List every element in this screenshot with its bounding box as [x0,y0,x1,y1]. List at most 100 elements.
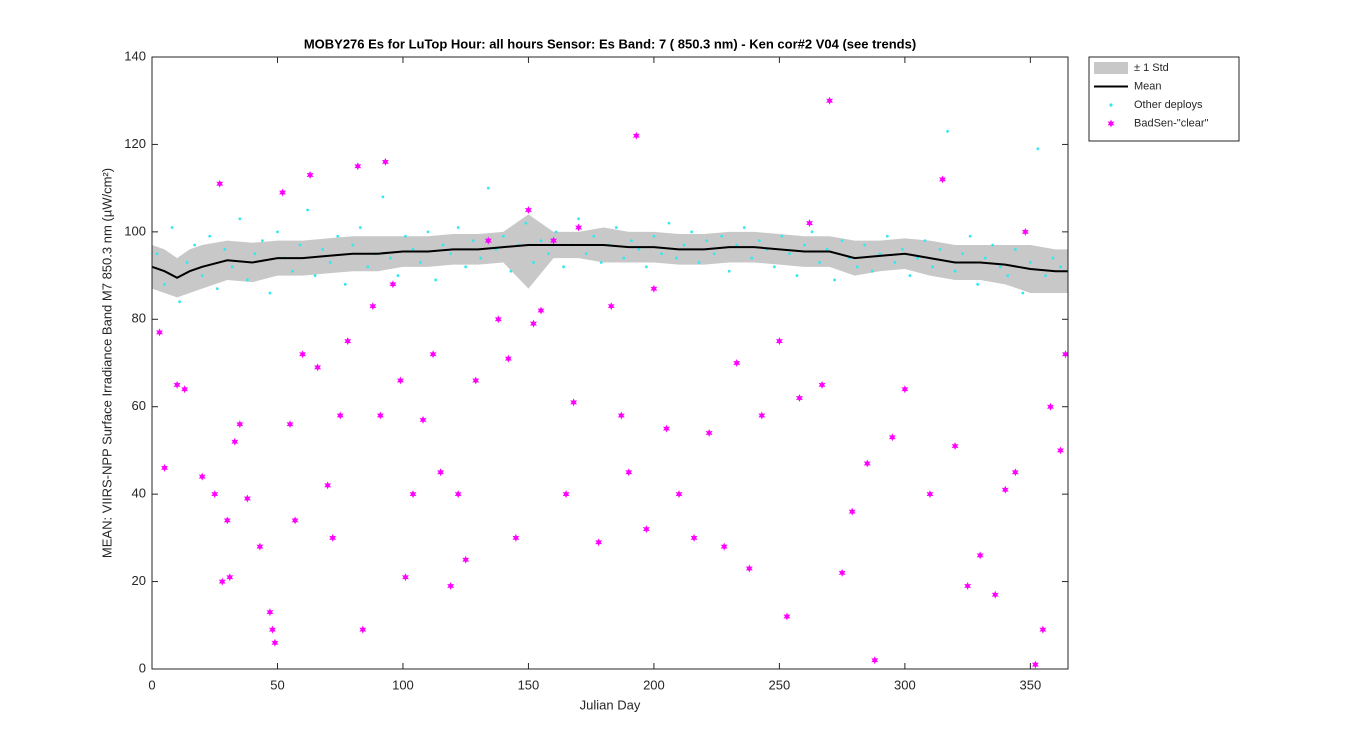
data-point [1013,247,1017,251]
data-point [462,555,470,564]
data-point [509,269,513,273]
data-point [269,625,276,634]
y-tick-label: 80 [132,311,146,326]
data-point [486,186,490,190]
data-point [998,265,1002,269]
data-point [871,656,879,665]
data-point [381,157,389,166]
data-point [599,261,603,264]
data-point [464,265,468,269]
x-tick-label: 50 [270,677,284,692]
data-point [479,256,483,260]
data-point [705,428,713,437]
data-point [218,577,226,586]
data-point [512,533,520,542]
data-point [484,236,492,245]
data-point [456,226,460,229]
legend-swatch [1094,62,1128,74]
data-point [840,239,844,243]
data-point [697,261,701,264]
y-tick-label: 140 [124,48,146,63]
data-point [268,291,272,295]
data-point [1028,261,1032,264]
data-point [547,252,550,256]
std-band [152,214,1068,298]
legend-label: BadSen-"clear" [1134,117,1209,129]
data-point [554,230,558,234]
x-tick-label: 300 [894,677,916,692]
data-point [376,411,384,420]
data-point [788,252,791,256]
data-point [888,433,896,442]
data-point [675,490,683,499]
data-point [690,533,698,542]
y-tick-label: 0 [139,660,146,675]
data-point [863,459,871,468]
data-point [758,411,766,420]
data-point [411,247,415,251]
data-point [893,261,897,264]
data-point [1046,402,1054,411]
data-point [1039,625,1047,634]
data-point [644,265,648,269]
data-point [632,131,640,140]
data-point [185,261,189,264]
data-point [306,171,314,180]
data-point [592,234,596,238]
data-point [181,385,189,394]
data-point [402,573,409,582]
legend-label: ± 1 Std [1134,62,1169,74]
data-point [1011,468,1019,477]
data-point [245,278,249,282]
data-point [471,239,475,243]
data-point [449,252,453,256]
data-point [983,256,987,260]
data-point [253,252,257,256]
data-point [838,568,846,577]
data-point [366,265,370,269]
legend-label: Mean [1134,80,1162,92]
data-point [358,226,362,229]
data-point [236,420,244,429]
data-point [230,265,234,269]
data-point [826,96,834,105]
data-point [584,252,588,256]
data-point [389,256,392,260]
data-point [900,247,904,251]
data-point [757,239,761,243]
data-point [550,236,557,245]
data-point [720,234,724,238]
data-point [524,221,528,225]
data-point [951,442,959,451]
data-point [775,337,783,346]
data-point [299,350,307,359]
data-point [926,490,934,499]
data-point [336,411,344,420]
data-point [389,280,397,289]
data-point [796,393,803,402]
data-point [501,234,505,238]
x-tick-label: 250 [769,677,791,692]
data-point [667,221,671,225]
data-point [504,354,512,363]
y-tick-label: 40 [132,486,146,501]
data-point [314,363,322,372]
data-point [524,206,532,214]
data-point [396,376,404,385]
data-point [780,234,784,238]
data-point [870,269,874,273]
data-point [532,261,535,264]
x-axis-label: Julian Day [580,697,641,712]
data-point [156,328,163,337]
data-point [266,608,274,617]
data-point [953,269,957,273]
data-point [1006,274,1010,277]
data-point [404,234,407,238]
data-point [642,525,650,534]
legend-swatch [1109,103,1113,107]
data-point [1059,265,1062,269]
data-point [409,490,417,499]
data-point [291,516,299,525]
data-point [279,188,286,197]
